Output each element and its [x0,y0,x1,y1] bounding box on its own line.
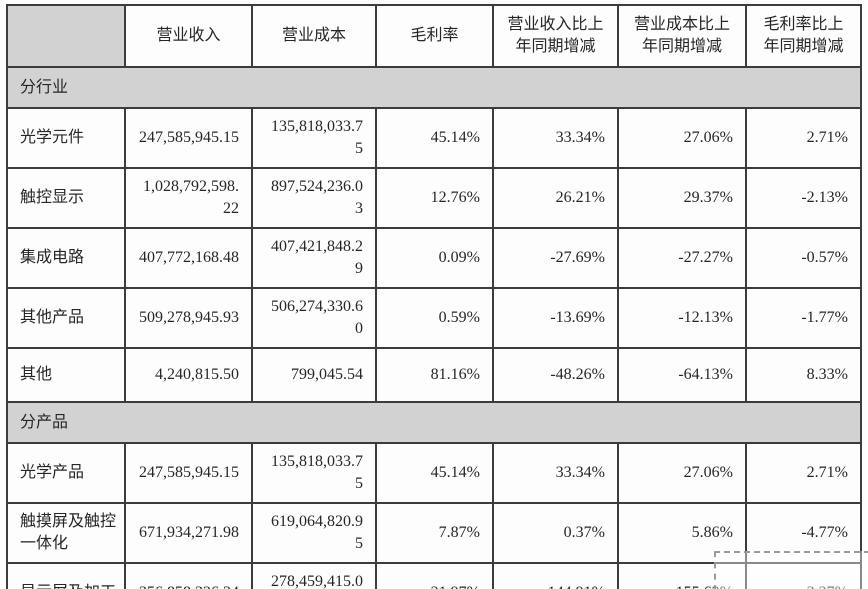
row-label: 其他 [6,347,126,403]
column-header-cost-yoy: 营业成本比上年同期增减 [617,4,747,68]
cell-cost: 619,064,820.95 [251,502,377,564]
cell-cost-yoy: -27.27% [617,227,747,289]
cell-margin-yoy: -4.77% [745,502,862,564]
cell-revenue: 1,028,792,598.22 [124,167,253,229]
cell-cost-yoy: 27.06% [617,442,747,504]
table-body: 分行业 光学元件 247,585,945.15 135,818,033.75 45.14… [6,66,862,589]
row-label: 触摸屏及触控一体化 [6,502,126,564]
cell-cost-yoy: -64.13% [617,347,747,403]
row-label: 其他产品 [6,287,126,349]
cell-cost: 135,818,033.75 [251,107,377,169]
header-row: 营业收入 营业成本 毛利率 营业收入比上年同期增减 营业成本比上年同期增减 毛利… [6,4,862,68]
cell-gross-margin: 0.09% [375,227,494,289]
cell-revenue: 407,772,168.48 [124,227,253,289]
cell-cost-yoy: 5.86% [617,502,747,564]
table-row: 集成电路 407,772,168.48 407,421,848.29 0.09% -27… [6,227,862,289]
cell-revenue: 247,585,945.15 [124,442,253,504]
cell-cost: 897,524,236.03 [251,167,377,229]
cell-margin-yoy: -1.77% [745,287,862,349]
cell-revenue: 356,858,326.24 [124,562,253,589]
section-label: 分行业 [6,66,862,109]
row-label: 显示屏及加工 [6,562,126,589]
table-header: 营业收入 营业成本 毛利率 营业收入比上年同期增减 营业成本比上年同期增减 毛利… [6,4,862,68]
section-header-row: 分产品 [6,401,862,444]
cell-gross-margin: 7.87% [375,502,494,564]
cell-revenue-yoy: -48.26% [492,347,619,403]
column-header-margin-yoy: 毛利率比上年同期增减 [745,4,862,68]
row-label: 集成电路 [6,227,126,289]
cell-gross-margin: 0.59% [375,287,494,349]
table-row: 触摸屏及触控一体化 671,934,271.98 619,064,820.95 7.8… [6,502,862,564]
row-label: 触控显示 [6,167,126,229]
cell-cost: 506,274,330.60 [251,287,377,349]
column-header-gross-margin: 毛利率 [375,4,494,68]
column-header-revenue: 营业收入 [124,4,253,68]
financial-segment-table: 营业收入 营业成本 毛利率 营业收入比上年同期增减 营业成本比上年同期增减 毛利… [6,4,862,589]
table-row: 光学产品 247,585,945.15 135,818,033.75 45.14% 33… [6,442,862,504]
cell-revenue: 4,240,815.50 [124,347,253,403]
column-header-category [6,4,126,68]
table-row: 触控显示 1,028,792,598.22 897,524,236.03 12.76%… [6,167,862,229]
cell-revenue: 671,934,271.98 [124,502,253,564]
cell-revenue-yoy: 33.34% [492,442,619,504]
cell-cost: 407,421,848.29 [251,227,377,289]
cell-cost-yoy: 27.06% [617,107,747,169]
cell-margin-yoy: -2.13% [745,167,862,229]
cell-cost-yoy: 29.37% [617,167,747,229]
cell-margin-yoy: -0.57% [745,227,862,289]
cell-revenue: 509,278,945.93 [124,287,253,349]
cell-revenue-yoy: -27.69% [492,227,619,289]
cell-revenue-yoy: 0.37% [492,502,619,564]
cell-gross-margin: 81.16% [375,347,494,403]
cell-margin-yoy: -3.27% [745,562,862,589]
cell-cost: 278,459,415.08 [251,562,377,589]
cell-revenue: 247,585,945.15 [124,107,253,169]
table-row: 其他产品 509,278,945.93 506,274,330.60 0.59% -13… [6,287,862,349]
cell-cost: 135,818,033.75 [251,442,377,504]
cell-cost-yoy: -12.13% [617,287,747,349]
cell-gross-margin: 12.76% [375,167,494,229]
column-header-cost: 营业成本 [251,4,377,68]
cell-revenue-yoy: -13.69% [492,287,619,349]
cell-gross-margin: 45.14% [375,107,494,169]
cell-margin-yoy: 2.71% [745,442,862,504]
cell-revenue-yoy: 33.34% [492,107,619,169]
section-header-row: 分行业 [6,66,862,109]
section-label: 分产品 [6,401,862,444]
cell-margin-yoy: 2.71% [745,107,862,169]
row-label: 光学产品 [6,442,126,504]
cell-revenue-yoy: 26.21% [492,167,619,229]
cell-margin-yoy: 8.33% [745,347,862,403]
cell-revenue-yoy: 144.91% [492,562,619,589]
cell-gross-margin: 45.14% [375,442,494,504]
cell-cost: 799,045.54 [251,347,377,403]
table-row: 其他 4,240,815.50 799,045.54 81.16% -48.26% -64… [6,347,862,403]
table-row: 显示屏及加工356,858,326.24278,459,415.0821.97%… [6,562,862,589]
cell-gross-margin: 21.97% [375,562,494,589]
cell-cost-yoy: 155.63% [617,562,747,589]
table-row: 光学元件 247,585,945.15 135,818,033.75 45.14% 33… [6,107,862,169]
column-header-revenue-yoy: 营业收入比上年同期增减 [492,4,619,68]
row-label: 光学元件 [6,107,126,169]
